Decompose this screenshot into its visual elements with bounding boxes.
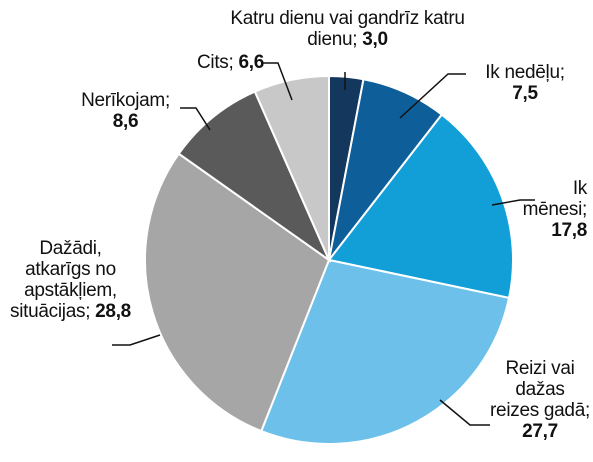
leader-line (180, 107, 211, 131)
value-label: 6,6 (238, 52, 264, 73)
value-label: 27,7 (522, 421, 558, 442)
category-label: Reizi vai dažas reizes gadā; (490, 358, 590, 421)
slice-label: Ik mēnesi; 17,8 (515, 178, 588, 241)
pie-slice (177, 90, 332, 263)
slice-label: Dažādi, atkarīgs no apstākļiem, situācij… (8, 238, 133, 322)
leader-lines (112, 62, 535, 426)
slice-label: Cits; 6,6 (174, 52, 264, 73)
pie-slice (253, 74, 330, 261)
value-label: 17,8 (551, 220, 587, 241)
category-label: Ik mēnesi; (522, 178, 588, 220)
slice-label: Nerīkojam; 8,6 (68, 90, 183, 132)
leader-line (399, 73, 466, 119)
value-label: 3,0 (362, 29, 388, 50)
category-label: Nerīkojam; (81, 90, 170, 111)
leader-line (112, 334, 161, 346)
pie-slice (144, 152, 331, 433)
pie-slice (327, 113, 514, 300)
leader-line (439, 399, 490, 426)
leader-line (262, 62, 293, 101)
slice-label: Ik nedēļu; 7,5 (470, 62, 580, 104)
category-label: Katru dienu vai gandrīz katru dienu; (230, 8, 465, 50)
category-label: Ik nedēļu; (485, 62, 565, 83)
pie-slice (259, 258, 511, 445)
category-label: Cits; (196, 52, 234, 73)
slice-label: Reizi vai dažas reizes gadā; 27,7 (490, 358, 590, 442)
leader-line (491, 199, 535, 206)
value-label: 7,5 (512, 83, 538, 104)
value-label: 8,6 (112, 111, 139, 132)
slice-label: Katru dienu vai gandrīz katru dienu; 3,0 (225, 8, 470, 50)
category-label: Dažādi, atkarīgs no apstākļiem, situācij… (10, 238, 117, 322)
value-label: 28,8 (95, 301, 131, 322)
